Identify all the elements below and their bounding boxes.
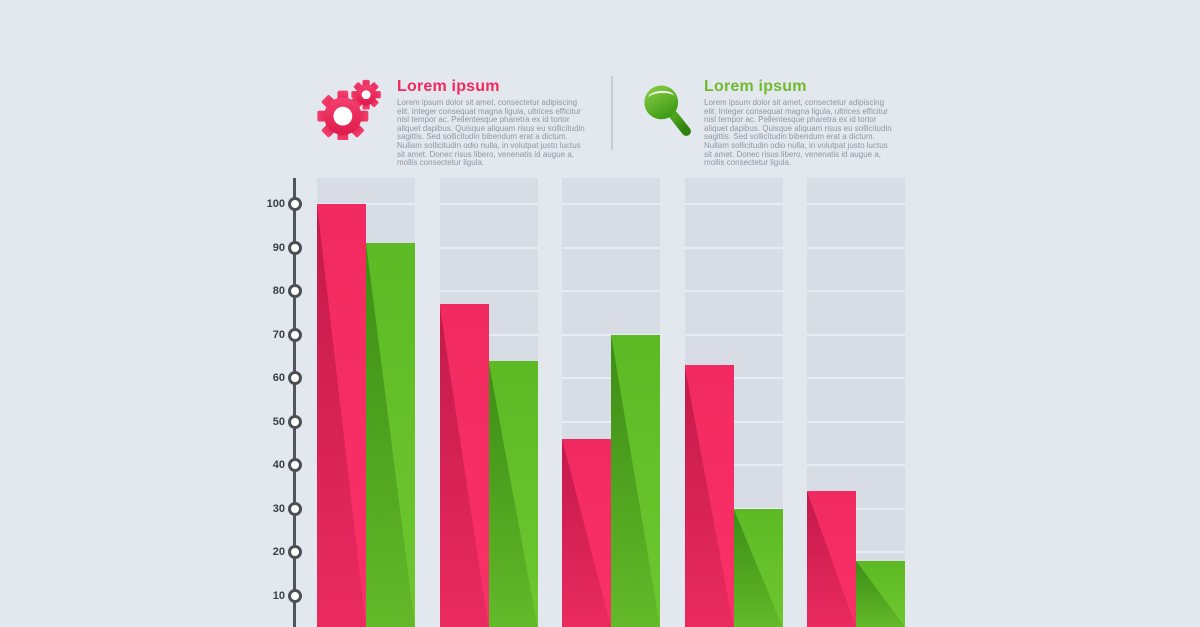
y-axis-tick-label: 20	[272, 546, 285, 558]
bar-green	[611, 334, 660, 627]
y-axis-line	[293, 178, 296, 627]
gridline	[684, 246, 783, 249]
gridline	[684, 203, 783, 205]
y-axis-tick-dot	[288, 284, 302, 298]
info-block-magnifier: Lorem ipsum Lorem ipsum dolor sit amet, …	[640, 78, 900, 168]
gridline	[807, 420, 905, 423]
y-axis-tick-label: 80	[272, 285, 285, 297]
bar-green	[488, 360, 538, 627]
y-axis-tick-label: 100	[266, 198, 285, 210]
gridline	[684, 420, 783, 423]
y-axis-tick-dot	[288, 371, 302, 385]
y-axis-tick-label: 40	[272, 459, 285, 471]
info-title-green: Lorem ipsum	[704, 78, 807, 95]
bar-green	[366, 243, 415, 627]
y-axis-tick-dot	[288, 327, 302, 342]
y-axis-tick-dot	[288, 414, 302, 429]
gridline	[807, 507, 905, 510]
bar-fold-shade	[733, 508, 783, 627]
info-block-gears: Lorem ipsum Lorem ipsum dolor sit amet, …	[316, 78, 592, 168]
gridline	[562, 246, 660, 249]
y-axis-tick-label: 50	[272, 415, 285, 428]
bar-fold-shade	[684, 364, 734, 627]
gridline	[807, 333, 905, 336]
gridline	[317, 203, 415, 205]
bar-pink	[684, 364, 734, 627]
y-axis-tick-dot	[288, 501, 302, 516]
y-axis-tick-dot	[288, 458, 302, 472]
gridline	[684, 377, 783, 379]
bar-pink	[807, 491, 856, 627]
bar-fold-shade	[439, 304, 489, 627]
y-axis-tick-dot	[288, 240, 302, 255]
y-axis-tick-label: 10	[272, 589, 285, 602]
gridline	[684, 333, 783, 336]
gridline	[439, 290, 538, 292]
bar-fold-shade	[856, 560, 905, 627]
info-body-text: Lorem ipsum dolor sit amet, consectetur …	[704, 98, 892, 168]
y-axis-tick-label: 30	[272, 502, 285, 515]
bar-fold-shade	[366, 243, 415, 627]
y-axis-tick-label: 60	[272, 372, 285, 384]
gridline	[684, 290, 783, 292]
gridline	[439, 203, 538, 205]
gridline	[684, 464, 783, 466]
y-axis-tick-dot	[288, 197, 302, 211]
gridline	[439, 333, 538, 336]
gridline	[562, 203, 660, 205]
gridline	[807, 290, 905, 292]
gridline	[807, 203, 905, 205]
gridline	[807, 377, 905, 379]
gridline	[807, 551, 905, 553]
gridline	[807, 464, 905, 466]
magnifier-icon	[644, 85, 691, 136]
bar-pink	[562, 438, 611, 627]
gears-icon	[317, 79, 381, 140]
bar-pink	[317, 204, 366, 627]
bar-fold-shade	[488, 360, 538, 627]
bar-green	[733, 508, 783, 627]
info-body-text: Lorem ipsum dolor sit amet, consectetur …	[397, 98, 585, 168]
y-axis-tick-dot	[288, 588, 302, 603]
gridline	[807, 246, 905, 249]
vertical-divider	[611, 76, 613, 150]
bar-pink	[439, 304, 489, 627]
bar-fold-shade	[317, 204, 366, 627]
y-axis-tick-dot	[288, 545, 302, 559]
bar-fold-shade	[562, 438, 611, 627]
gridline	[439, 246, 538, 249]
bar-green	[856, 560, 905, 627]
bar-fold-shade	[611, 334, 660, 627]
y-axis-tick-label: 70	[272, 328, 285, 341]
bar-fold-shade	[807, 491, 856, 627]
gridline	[562, 290, 660, 292]
y-axis-tick-label: 90	[272, 241, 285, 254]
info-title-pink: Lorem ipsum	[397, 78, 500, 95]
